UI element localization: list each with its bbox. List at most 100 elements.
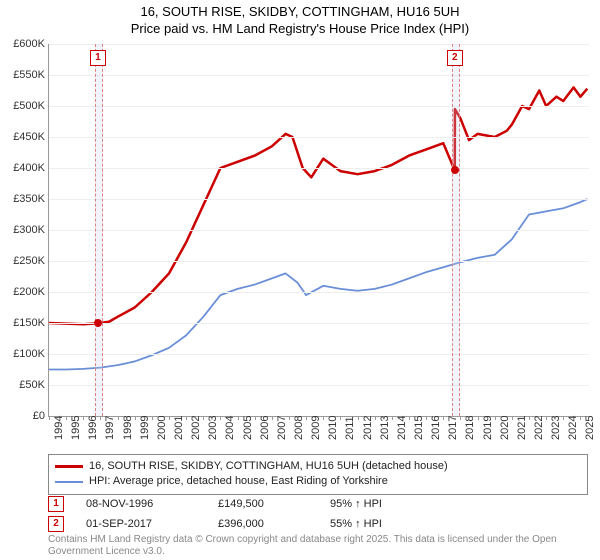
sale-row: 2 01-SEP-2017 £396,000 55% ↑ HPI xyxy=(48,516,588,532)
sale-dot-2 xyxy=(451,166,459,174)
gridline xyxy=(49,323,589,324)
x-axis-label: 2015 xyxy=(413,416,425,440)
x-tick xyxy=(66,416,67,420)
sale-band xyxy=(452,44,460,416)
x-axis-label: 2022 xyxy=(533,416,545,440)
sale-row-marker: 2 xyxy=(48,516,64,532)
x-tick xyxy=(289,416,290,420)
x-tick xyxy=(529,416,530,420)
plot-region: £0£50K£100K£150K£200K£250K£300K£350K£400… xyxy=(48,44,589,417)
x-tick xyxy=(323,416,324,420)
legend-swatch xyxy=(55,481,83,483)
sale-date: 01-SEP-2017 xyxy=(86,518,196,530)
x-axis-label: 2016 xyxy=(430,416,442,440)
gridline xyxy=(49,385,589,386)
x-tick xyxy=(272,416,273,420)
x-tick xyxy=(580,416,581,420)
gridline xyxy=(49,106,589,107)
x-axis-label: 2011 xyxy=(344,416,356,440)
sale-dot-1 xyxy=(94,319,102,327)
x-axis-label: 1999 xyxy=(139,416,151,440)
y-axis-label: £100K xyxy=(3,348,45,360)
x-tick xyxy=(238,416,239,420)
gridline xyxy=(49,168,589,169)
x-tick xyxy=(118,416,119,420)
legend-row: HPI: Average price, detached house, East… xyxy=(55,474,581,489)
x-axis-label: 2004 xyxy=(224,416,236,440)
x-axis-label: 1995 xyxy=(70,416,82,440)
chart-title: 16, SOUTH RISE, SKIDBY, COTTINGHAM, HU16… xyxy=(0,0,600,38)
x-tick xyxy=(306,416,307,420)
y-axis-label: £450K xyxy=(3,131,45,143)
y-axis-label: £350K xyxy=(3,193,45,205)
x-tick xyxy=(443,416,444,420)
y-axis-label: £300K xyxy=(3,224,45,236)
x-axis-label: 2024 xyxy=(567,416,579,440)
x-tick xyxy=(152,416,153,420)
x-axis-label: 2010 xyxy=(327,416,339,440)
x-tick xyxy=(495,416,496,420)
y-axis-label: £550K xyxy=(3,69,45,81)
gridline xyxy=(49,44,589,45)
x-tick xyxy=(358,416,359,420)
x-axis-label: 2008 xyxy=(293,416,305,440)
series-line xyxy=(49,199,587,370)
sale-date: 08-NOV-1996 xyxy=(86,498,196,510)
y-axis-label: £400K xyxy=(3,162,45,174)
x-tick xyxy=(83,416,84,420)
legend-row: 16, SOUTH RISE, SKIDBY, COTTINGHAM, HU16… xyxy=(55,459,581,474)
sale-row: 108-NOV-1996£149,50095% ↑ HPI xyxy=(48,496,588,512)
sale-price: £149,500 xyxy=(218,498,308,510)
x-axis-label: 2021 xyxy=(516,416,528,440)
sale-price: £396,000 xyxy=(218,518,308,530)
x-axis-label: 2013 xyxy=(379,416,391,440)
gridline xyxy=(49,292,589,293)
x-axis-label: 2007 xyxy=(276,416,288,440)
x-tick xyxy=(135,416,136,420)
x-tick xyxy=(203,416,204,420)
attribution-text: Contains HM Land Registry data © Crown c… xyxy=(48,534,588,558)
x-tick xyxy=(460,416,461,420)
sale-marker-1: 1 xyxy=(90,50,106,66)
sale-row-marker: 1 xyxy=(48,496,64,512)
y-axis-label: £250K xyxy=(3,255,45,267)
x-tick xyxy=(100,416,101,420)
gridline xyxy=(49,75,589,76)
sale-band xyxy=(95,44,103,416)
x-axis-label: 1996 xyxy=(87,416,99,440)
gridline xyxy=(49,199,589,200)
y-axis-label: £200K xyxy=(3,286,45,298)
x-axis-label: 2012 xyxy=(362,416,374,440)
x-tick xyxy=(563,416,564,420)
x-tick xyxy=(409,416,410,420)
x-axis-label: 1994 xyxy=(53,416,65,440)
x-axis-label: 2009 xyxy=(310,416,322,440)
legend-label: HPI: Average price, detached house, East… xyxy=(89,474,388,489)
x-axis-label: 2019 xyxy=(482,416,494,440)
x-tick xyxy=(375,416,376,420)
legend-label: 16, SOUTH RISE, SKIDBY, COTTINGHAM, HU16… xyxy=(89,459,448,474)
gridline xyxy=(49,230,589,231)
x-tick xyxy=(186,416,187,420)
x-tick xyxy=(546,416,547,420)
x-axis-label: 2023 xyxy=(550,416,562,440)
y-axis-label: £600K xyxy=(3,38,45,50)
gridline xyxy=(49,354,589,355)
x-axis-label: 1998 xyxy=(122,416,134,440)
gridline xyxy=(49,137,589,138)
legend: 16, SOUTH RISE, SKIDBY, COTTINGHAM, HU16… xyxy=(48,454,588,495)
x-tick xyxy=(169,416,170,420)
sale-hpi: 55% ↑ HPI xyxy=(330,518,382,530)
x-tick xyxy=(512,416,513,420)
x-axis-label: 2003 xyxy=(207,416,219,440)
gridline xyxy=(49,261,589,262)
y-axis-label: £0 xyxy=(3,410,45,422)
x-axis-label: 2020 xyxy=(499,416,511,440)
y-axis-label: £50K xyxy=(3,379,45,391)
x-tick xyxy=(392,416,393,420)
x-tick xyxy=(255,416,256,420)
title-line-1: 16, SOUTH RISE, SKIDBY, COTTINGHAM, HU16… xyxy=(0,4,600,21)
x-axis-label: 2014 xyxy=(396,416,408,440)
x-tick xyxy=(426,416,427,420)
y-axis-label: £500K xyxy=(3,100,45,112)
